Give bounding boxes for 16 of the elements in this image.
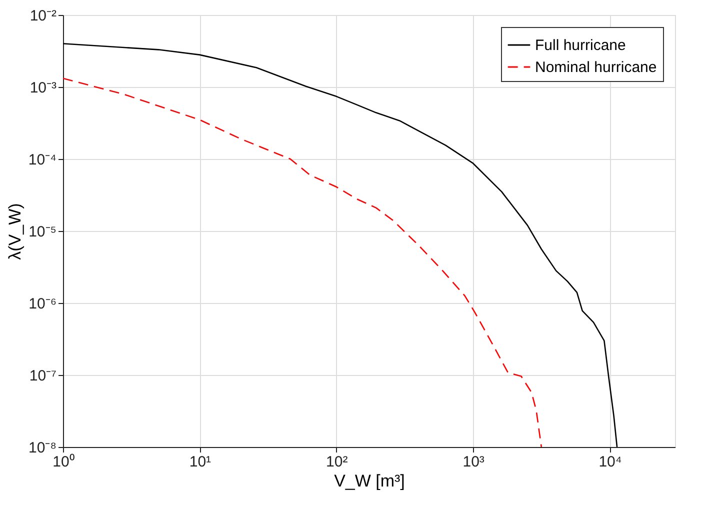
- legend-label: Nominal hurricane: [535, 59, 657, 76]
- x-tick-label: 10²: [326, 454, 348, 470]
- x-tick-label: 10⁴: [598, 454, 622, 470]
- y-tick-label: 10⁻³: [30, 80, 56, 96]
- y-tick-label: 10⁻²: [30, 8, 56, 24]
- y-tick-label: 10⁻⁴: [28, 152, 56, 168]
- legend-label: Full hurricane: [535, 37, 626, 54]
- y-tick-label: 10⁻⁶: [28, 296, 56, 312]
- y-tick-label: 10⁻⁷: [29, 368, 56, 384]
- y-tick-label: 10⁻⁸: [28, 440, 56, 456]
- x-tick-label: 10¹: [189, 454, 212, 470]
- x-tick-label: 10³: [462, 454, 484, 470]
- x-axis-title: V_W [m³]: [334, 472, 405, 490]
- y-axis-title: λ(V_W): [5, 203, 24, 260]
- x-tick-label: 10⁰: [52, 454, 74, 470]
- y-tick-label: 10⁻⁵: [28, 224, 56, 240]
